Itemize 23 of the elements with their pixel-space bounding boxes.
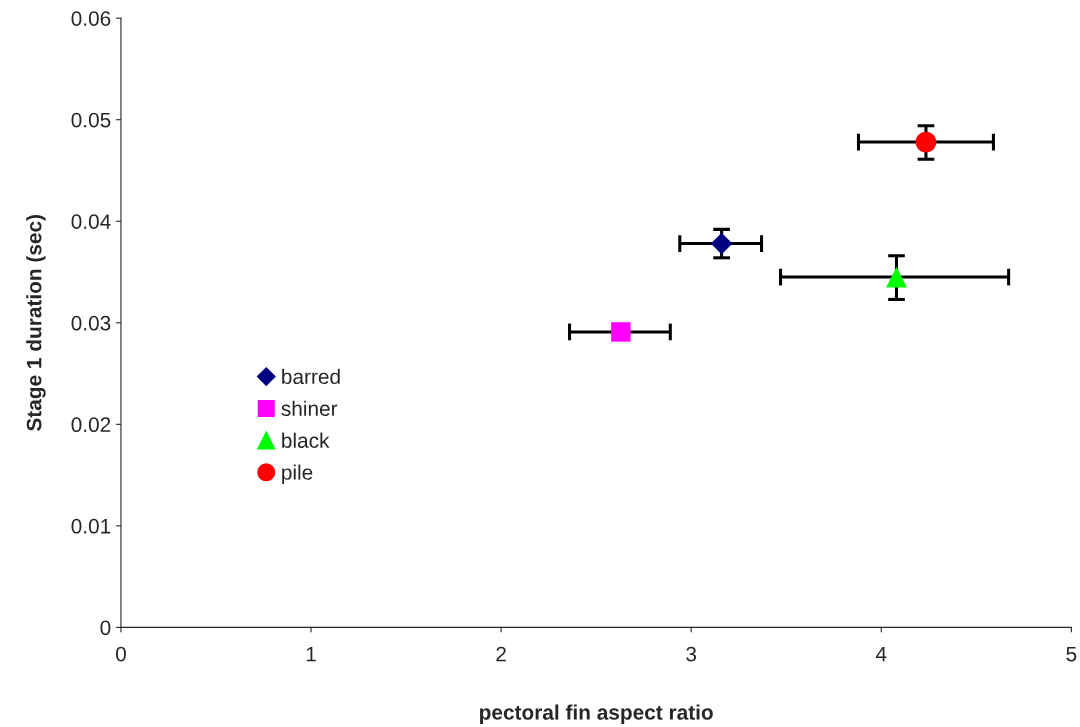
legend-label: shiner	[281, 400, 338, 416]
x-tick-label: 2	[496, 646, 506, 662]
legend-label: pile	[282, 464, 313, 484]
x-tick-label: 0	[115, 646, 126, 662]
y-tick-label: 0.05	[71, 112, 111, 128]
legend-label: black	[282, 432, 330, 448]
point	[710, 232, 733, 255]
x-tick-label: 5	[1066, 646, 1077, 662]
point	[611, 322, 631, 342]
x-tick-label: 4	[875, 646, 887, 662]
legend-label: barred	[282, 368, 340, 385]
point	[886, 266, 907, 288]
y-tick-label: 0.04	[71, 214, 111, 229]
point	[915, 131, 937, 153]
x-axis-title: pectoral fin aspect ratio	[480, 704, 713, 724]
y-axis-title: Stage 1 duration (sec)	[26, 214, 46, 431]
x-tick-label: 1	[306, 646, 316, 662]
y-tick-label: 0.01	[71, 518, 111, 534]
y-tick-label: 0.06	[71, 11, 111, 26]
x-tick-label: 3	[686, 646, 697, 662]
y-tick-label: 0.03	[71, 315, 111, 331]
y-tick-label: 0	[100, 620, 111, 636]
y-tick-label: 0.02	[71, 417, 111, 433]
